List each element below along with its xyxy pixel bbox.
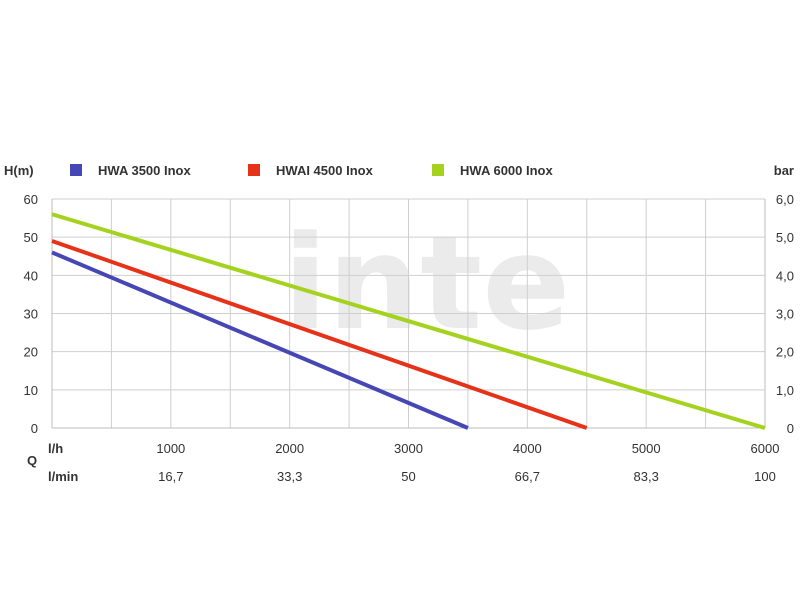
y-right-tick-label: 3,0: [776, 307, 794, 322]
legend-swatch-2: [248, 164, 260, 176]
legend: HWA 3500 Inox HWAI 4500 Inox HWA 6000 Inox: [70, 163, 553, 178]
series-line-3: [51, 212, 766, 430]
y-right-tick-label: 5,0: [776, 230, 794, 245]
legend-swatch-3: [432, 164, 444, 176]
y-right-tick-label: 2,0: [776, 345, 794, 360]
x-lmin-tick-label: 33,3: [277, 469, 302, 484]
series-lines: [51, 212, 766, 430]
y-tick-label: 20: [24, 345, 38, 360]
x-lmin-tick-label: 83,3: [634, 469, 659, 484]
legend-label-2: HWAI 4500 Inox: [276, 163, 374, 178]
x-tick-label: 3000: [394, 441, 423, 456]
x-tick-label: 2000: [275, 441, 304, 456]
series-line-2: [51, 239, 588, 430]
x-lmin-tick-label: 50: [401, 469, 415, 484]
x-tick-label: 5000: [632, 441, 661, 456]
y-tick-label: 40: [24, 268, 38, 283]
x-tick-label: 6000: [751, 441, 780, 456]
y-tick-label: 10: [24, 383, 38, 398]
q-label: Q: [27, 453, 37, 468]
y-right-axis-label: bar: [774, 163, 794, 178]
legend-label-1: HWA 3500 Inox: [98, 163, 191, 178]
y-tick-label: 0: [31, 421, 38, 436]
y-left-axis-label: H(m): [4, 163, 34, 178]
legend-label-3: HWA 6000 Inox: [460, 163, 553, 178]
x-lh-label: l/h: [48, 441, 63, 456]
watermark: inte: [283, 207, 570, 359]
y-tick-label: 50: [24, 230, 38, 245]
x-tick-label: 1000: [156, 441, 185, 456]
y-tick-label: 30: [24, 307, 38, 322]
y-right-tick-label: 4,0: [776, 268, 794, 283]
y-right-tick-label: 6,0: [776, 192, 794, 207]
x-lmin-label: l/min: [48, 469, 78, 484]
grid: [51, 198, 766, 429]
x-lmin-tick-label: 66,7: [515, 469, 540, 484]
x-lmin-tick-label: 16,7: [158, 469, 183, 484]
legend-swatch-1: [70, 164, 82, 176]
y-right-tick-label: 1,0: [776, 383, 794, 398]
y-right-tick-label: 0: [787, 421, 794, 436]
y-tick-label: 60: [24, 192, 38, 207]
axes: 0 10 20 30 40 50 60 0 1,0 2,0 3,0 4,0 5,0 6,0 H(m) bar l…: [4, 163, 794, 484]
series-line-1: [51, 250, 469, 430]
x-tick-label: 4000: [513, 441, 542, 456]
x-lmin-tick-label: 100: [754, 469, 776, 484]
